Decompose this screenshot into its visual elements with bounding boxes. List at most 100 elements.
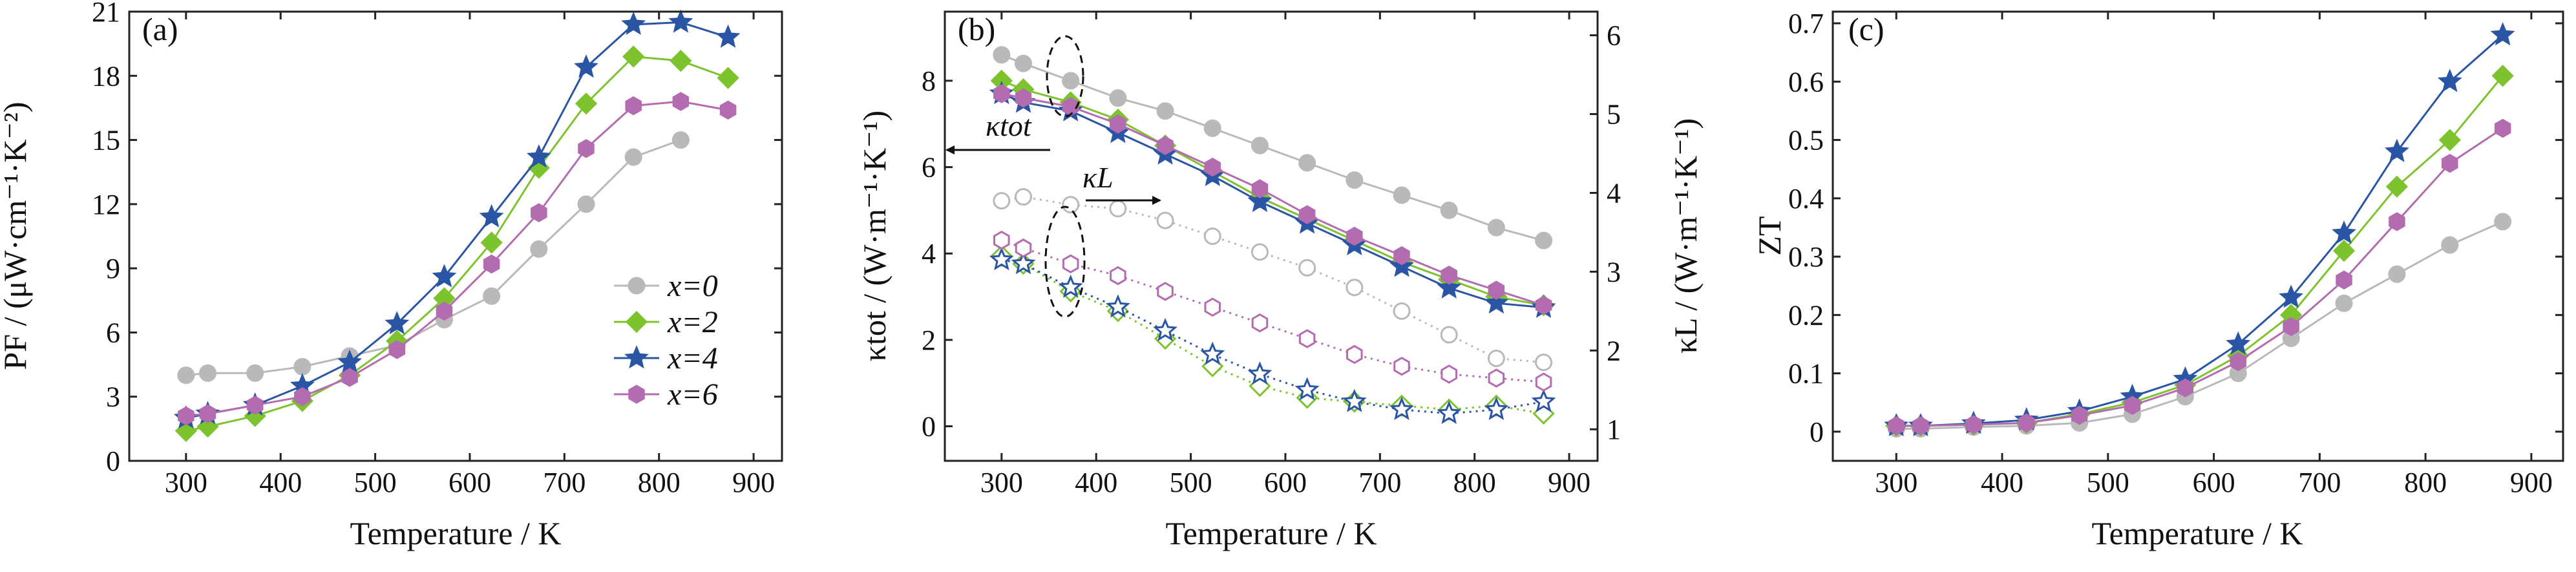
panel-b-series-line — [1001, 259, 1544, 415]
panel-c-data-point — [2494, 213, 2512, 231]
panel-c-y-tick-label: 0.3 — [1788, 241, 1824, 273]
panel-b-data-point — [1251, 243, 1269, 261]
panel-a-data-point — [293, 357, 311, 376]
panel-b-data-point — [1062, 254, 1079, 273]
panel-b-data-point — [1015, 88, 1032, 108]
kl-highlight-ellipse — [1044, 206, 1086, 318]
panel-a-data-point — [719, 100, 737, 120]
panel-a-data-point — [670, 49, 692, 72]
panel-c-series-line — [1896, 75, 2504, 427]
panel-c-x-tick-label: 500 — [2087, 467, 2129, 498]
panel-b-data-point — [1157, 136, 1174, 155]
panel-b-data-point — [993, 192, 1011, 210]
panel-c-data-point — [2442, 153, 2458, 173]
panel-b-data-point — [1109, 89, 1127, 107]
panel-b-data-point — [1535, 372, 1552, 392]
panel-b-data-point — [1062, 196, 1080, 214]
panel-a-data-point — [480, 231, 503, 254]
panel-c-series-line — [1896, 34, 2504, 427]
panel-a-data-point — [531, 203, 547, 222]
panel-a-data-point — [177, 366, 195, 385]
panel-b-data-point — [1298, 329, 1316, 348]
legend-marker — [624, 345, 649, 369]
panel-a-data-point — [246, 396, 264, 415]
panel-a-legend: x=0x=2x=4x=6 — [614, 269, 718, 412]
panel-b-right-y-tick-label: 1 — [1607, 414, 1621, 445]
panel-a-data-point — [621, 11, 646, 35]
panel-b-right-y-tick-label: 4 — [1607, 177, 1621, 209]
panel-b-data-point — [1058, 274, 1083, 298]
panel-b-data-point — [993, 84, 1010, 103]
panel-c-y-axis-label: ZT — [1751, 216, 1788, 255]
panel-b-data-point — [1014, 188, 1032, 206]
panel-b-data-point — [1440, 201, 1458, 219]
panel-b-right-y-tick-label: 5 — [1607, 99, 1621, 131]
panel-b-x-tick-label: 400 — [1075, 467, 1117, 498]
panel-a-data-point — [622, 45, 645, 68]
panel-b-data-point — [1294, 377, 1320, 401]
panel-b-data-point — [993, 230, 1010, 250]
panel-a-data-point — [672, 92, 690, 111]
panel-b-data-point — [1157, 282, 1174, 301]
panel-a-data-point — [668, 9, 693, 33]
panel-b-data-point — [1298, 154, 1316, 172]
panel-a-data-point — [575, 92, 598, 115]
panel-a-data-point — [198, 364, 216, 382]
panel-b-data-point — [1441, 265, 1457, 285]
kl-annotation: κL — [1082, 161, 1114, 194]
panel-a-series-x2 — [174, 45, 739, 442]
panel-b-data-point — [1204, 157, 1221, 177]
legend-marker — [625, 310, 648, 334]
panel-b-series-x2-κL — [990, 244, 1555, 425]
panel-c-label: (c) — [1848, 11, 1884, 47]
panel-b-data-point — [1487, 218, 1505, 237]
panel-b-data-point — [1531, 388, 1556, 412]
panel-b-plot-frame — [944, 10, 1599, 462]
panel-b-data-point — [1393, 186, 1411, 204]
panel-a-x-tick-label: 300 — [165, 467, 207, 498]
panel-b-x-tick-label: 700 — [1358, 467, 1401, 498]
panel-b-data-point — [1346, 171, 1364, 189]
panel-c-series-x6 — [1888, 118, 2511, 436]
panel-a-y-tick-label: 9 — [106, 253, 120, 284]
panel-c-y-tick-label: 0.7 — [1788, 8, 1824, 39]
panel-b-right-y-tick-label: 3 — [1607, 256, 1621, 288]
panel-c-data-point — [2336, 270, 2352, 290]
panel-c-data-point — [2071, 405, 2088, 425]
panel-c-series-layer — [1884, 22, 2515, 438]
panel-a-data-point — [341, 368, 358, 387]
panel-a-series-layer — [173, 9, 741, 442]
panel-a-data-point — [625, 96, 642, 116]
panel-b-data-point — [1203, 228, 1221, 245]
panel-a-label: (a) — [142, 11, 178, 47]
panel-b-data-point — [1298, 205, 1316, 224]
panel-b-series-x0-κtot — [993, 46, 1553, 249]
panel-a-x-tick-label: 400 — [259, 467, 302, 498]
panel-b-data-point — [1346, 226, 1363, 246]
panel-b-data-point — [1204, 297, 1221, 317]
panel-c-x-ticks: 300 400 500 600 700 800 900 — [1875, 12, 2553, 498]
panel-b-data-point — [1156, 211, 1174, 229]
panel-b-series-x4-κL — [989, 247, 1556, 424]
panel-b-data-point — [1484, 396, 1509, 420]
panel-b-data-point — [1251, 313, 1269, 333]
panel-a-x-tick-label: 500 — [354, 467, 397, 498]
panel-b-data-point — [1535, 295, 1552, 315]
panel-c-data-point — [2332, 220, 2356, 244]
panel-b-left-y-tick-label: 4 — [922, 238, 936, 270]
panel-b-data-point — [1200, 341, 1225, 365]
panel-b-left-y-tick-label: 2 — [922, 324, 936, 356]
panel-a-data-point — [715, 24, 741, 48]
legend-item-x0: x=0 — [614, 269, 718, 303]
panel-c-y-tick-label: 0.6 — [1788, 66, 1824, 98]
panel-c-data-point — [2491, 65, 2514, 87]
panel-b-data-point — [1393, 302, 1411, 320]
panel-b-data-point — [1484, 290, 1509, 314]
panel-b-data-point — [1487, 349, 1505, 367]
legend-item-x6: x=6 — [614, 377, 718, 412]
panel-c-x-axis-label: Temperature / K — [2092, 515, 2303, 551]
panel-a-series-line — [185, 139, 681, 377]
panel-c-data-point — [1888, 416, 1905, 436]
panel-a-data-point — [388, 340, 406, 359]
